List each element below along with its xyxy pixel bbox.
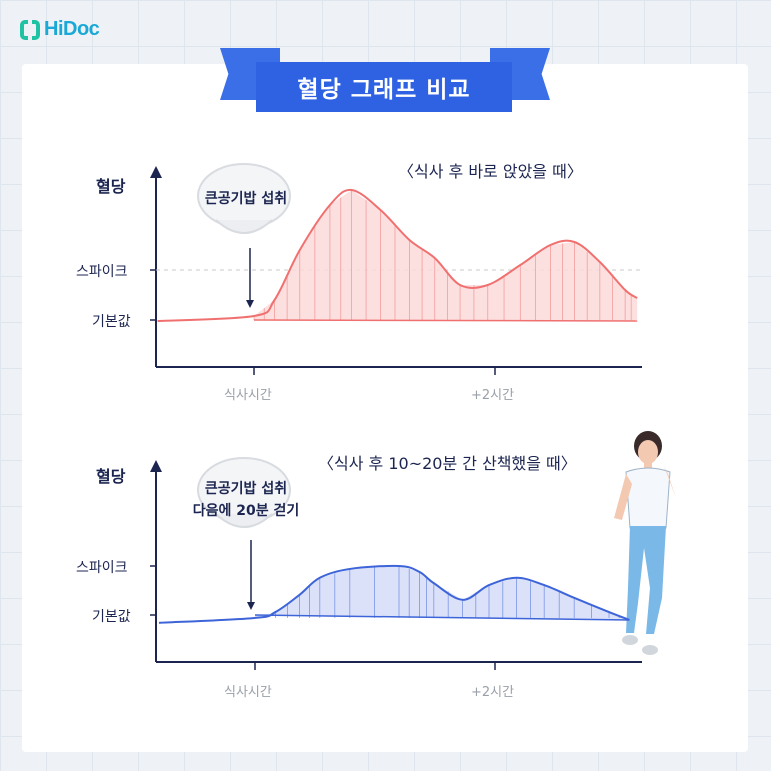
series-line xyxy=(158,564,630,624)
rice-bowl-icon xyxy=(197,163,291,234)
y-tick-label: 기본값 xyxy=(92,314,131,330)
baseline-line xyxy=(253,319,638,322)
series-line xyxy=(157,188,638,322)
baseline-line xyxy=(254,614,630,621)
x-tick-label: 식사시간 xyxy=(224,685,272,700)
logo-text: HiDoc xyxy=(44,18,100,40)
meal-annotation: 큰공기밥 섭취 xyxy=(204,191,288,207)
y-axis-label: 혈당 xyxy=(96,467,126,486)
y-axis-label: 혈당 xyxy=(96,177,126,196)
area-fill xyxy=(255,566,630,620)
x-tick-label: +2시간 xyxy=(471,388,515,403)
x-tick-label: 식사시간 xyxy=(224,388,272,403)
x-tick-label: +2시간 xyxy=(471,685,515,700)
y-axis-arrow-icon xyxy=(150,460,162,472)
chart-title: 〈식사 후 바로 앉았을 때〉 xyxy=(398,162,583,181)
meal-annotation: 큰공기밥 섭취 다음에 20분 걷기 xyxy=(190,478,302,522)
rice-bowl-icon xyxy=(197,457,291,528)
annotation-line: 다음에 20분 걷기 xyxy=(192,503,300,519)
y-tick-label: 스파이크 xyxy=(76,560,128,576)
walking-woman-illustration xyxy=(614,431,676,655)
y-tick-label: 스파이크 xyxy=(76,264,128,280)
arrow-down-icon xyxy=(247,602,255,610)
page-title: 혈당 그래프 비교 xyxy=(256,62,512,112)
hidoc-logo-icon xyxy=(20,18,40,41)
chart-title: 〈식사 후 10~20분 간 산책했을 때〉 xyxy=(318,454,577,473)
annotation-line: 큰공기밥 섭취 xyxy=(204,481,288,497)
y-axis-arrow-icon xyxy=(150,166,162,178)
hidoc-logo: HiDoc xyxy=(20,18,100,41)
y-tick-label: 기본값 xyxy=(92,609,131,625)
area-fill xyxy=(254,190,638,321)
arrow-down-icon xyxy=(246,300,254,308)
